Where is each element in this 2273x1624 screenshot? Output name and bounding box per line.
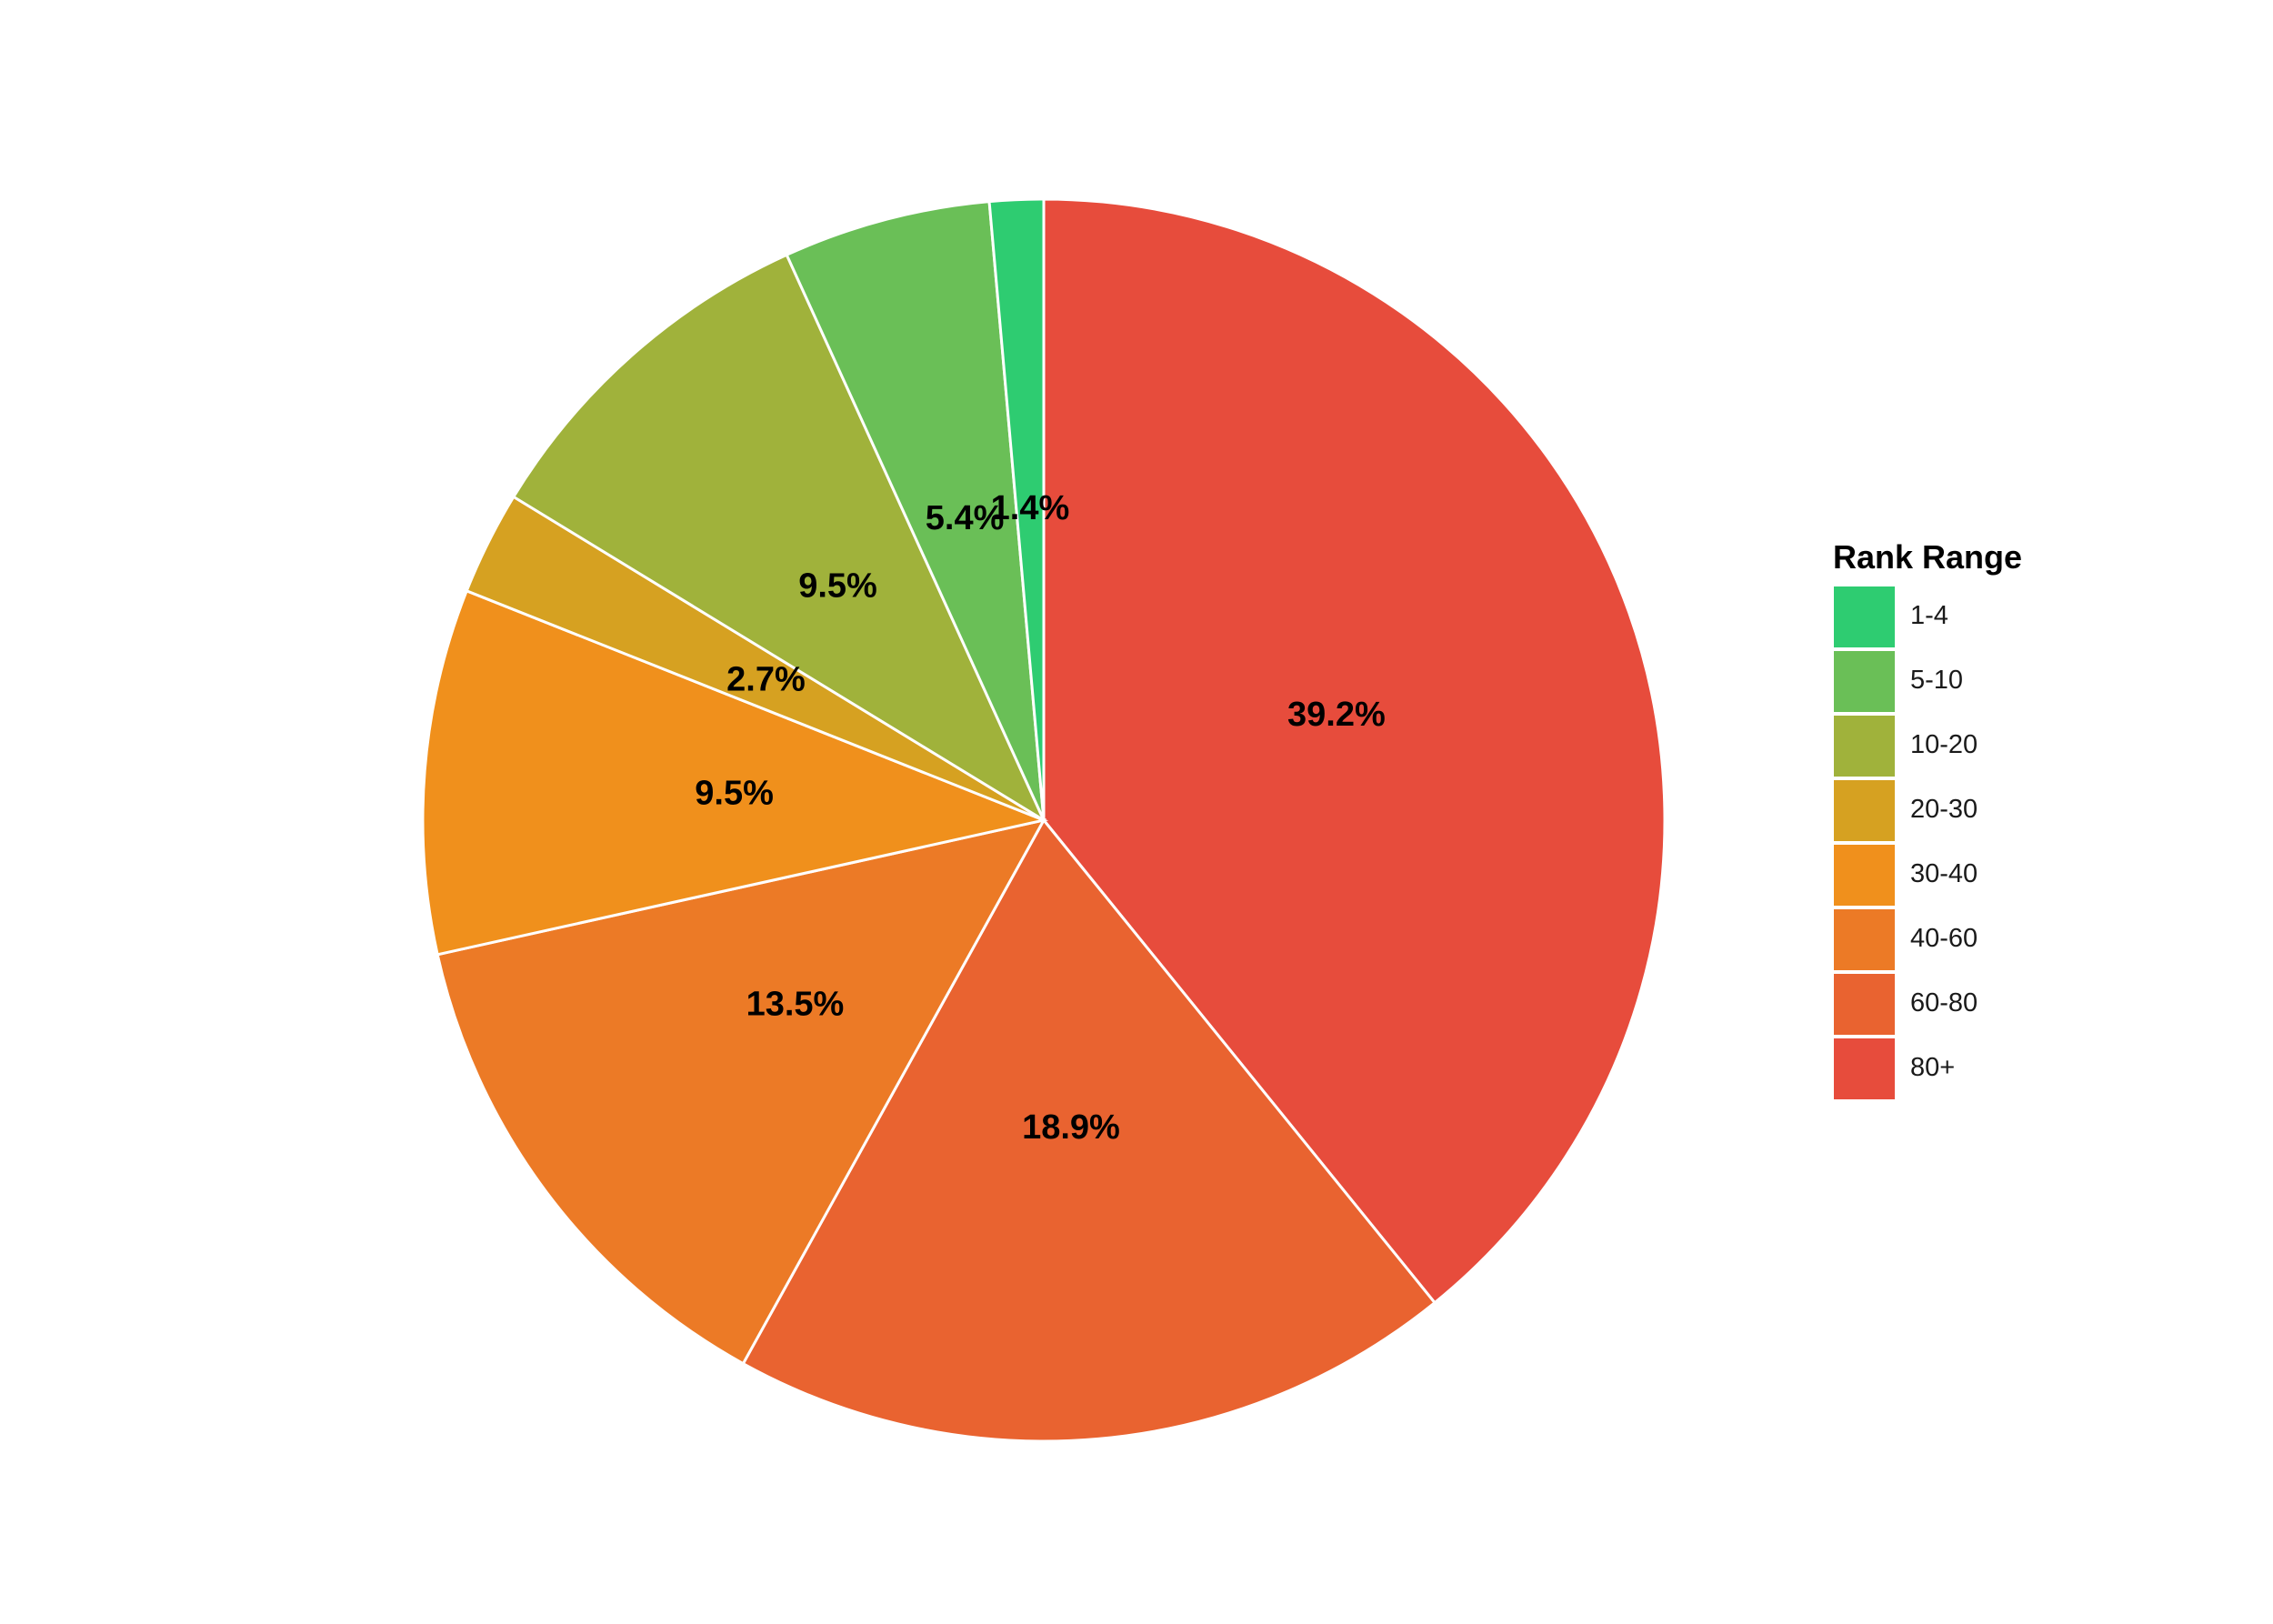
legend-swatch-1-4 <box>1834 586 1895 647</box>
legend-swatch-20-30 <box>1834 780 1895 841</box>
slice-label-20-30: 2.7% <box>726 661 806 699</box>
pie-slices <box>421 197 1667 1443</box>
slice-label-30-40: 9.5% <box>695 775 774 813</box>
legend-label-20-30: 20-30 <box>1910 795 1978 824</box>
legend-item-40-60: 40-60 <box>1834 909 1978 970</box>
legend-item-30-40: 30-40 <box>1834 845 1978 906</box>
legend-swatch-5-10 <box>1834 651 1895 712</box>
legend-items: 1-4 5-10 10-20 20-30 30-40 40-60 60-80 80+ <box>1834 586 1978 1099</box>
slice-label-40-60: 13.5% <box>746 985 845 1023</box>
legend-label-60-80: 60-80 <box>1910 988 1978 1018</box>
legend-swatch-60-80 <box>1834 974 1895 1035</box>
legend: Rank Range 1-4 5-10 10-20 20-30 30-40 40-60 60… <box>1833 538 2022 1099</box>
legend-swatch-30-40 <box>1834 845 1895 906</box>
legend-item-80+: 80+ <box>1834 1038 1955 1099</box>
legend-label-80+: 80+ <box>1910 1053 1955 1082</box>
legend-label-40-60: 40-60 <box>1910 924 1978 953</box>
legend-item-10-20: 10-20 <box>1834 716 1978 777</box>
slice-label-5-10: 5.4% <box>926 499 1005 537</box>
slice-label-60-80: 18.9% <box>1022 1108 1120 1147</box>
pie-slice-5-10 <box>785 200 1046 821</box>
legend-title: Rank Range <box>1833 538 2022 576</box>
pie-slice-30-40 <box>421 588 1049 957</box>
pie-slice-80+ <box>1042 197 1667 1305</box>
legend-label-5-10: 5-10 <box>1910 666 1963 695</box>
legend-label-30-40: 30-40 <box>1910 859 1978 888</box>
slice-label-1-4: 1.4% <box>991 489 1070 527</box>
legend-swatch-80+ <box>1834 1038 1895 1099</box>
pie-slice-labels: 39.2% 18.9% 13.5% 9.5% 2.7% 9.5% 5.4%1.4% <box>695 489 1385 1147</box>
legend-swatch-10-20 <box>1834 716 1895 777</box>
legend-item-5-10: 5-10 <box>1834 651 1963 712</box>
legend-item-60-80: 60-80 <box>1834 974 1978 1035</box>
slice-label-80+: 39.2% <box>1287 696 1386 734</box>
legend-label-1-4: 1-4 <box>1910 601 1948 630</box>
slice-label-10-20: 9.5% <box>798 566 877 605</box>
pie-slice-40-60 <box>436 817 1046 1366</box>
legend-swatch-40-60 <box>1834 909 1895 970</box>
pie-slice-60-80 <box>741 817 1437 1443</box>
pie-slice-1-4 <box>987 197 1046 821</box>
legend-item-1-4: 1-4 <box>1834 586 1948 647</box>
legend-label-10-20: 10-20 <box>1910 730 1978 759</box>
pie-slice-10-20 <box>511 253 1047 824</box>
legend-item-20-30: 20-30 <box>1834 780 1978 841</box>
